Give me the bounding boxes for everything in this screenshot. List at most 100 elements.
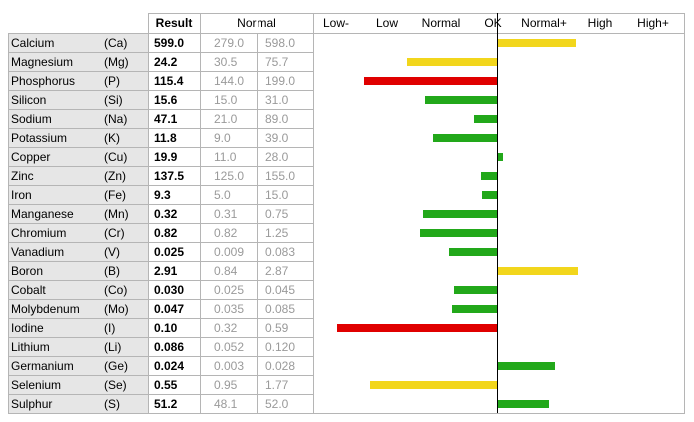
result-value: 24.2 [148, 52, 200, 71]
result-value: 0.025 [148, 242, 200, 261]
normal-range-header: Normal [200, 13, 313, 33]
scale-cell [313, 52, 685, 71]
table-row: Potassium (K) 11.8 9.0 39.0 [8, 128, 685, 147]
deviation-bar [480, 172, 497, 180]
normal-low-value: 0.052 [200, 337, 257, 356]
element-symbol: (V) [104, 242, 148, 261]
normal-high-value: 0.120 [257, 337, 313, 356]
normal-high-value: 31.0 [257, 90, 313, 109]
table-row: Germanium (Ge) 0.024 0.003 0.028 [8, 356, 685, 375]
result-value: 599.0 [148, 33, 200, 52]
header-normal-patch [257, 14, 258, 33]
deviation-bar [432, 134, 497, 142]
element-name: Manganese [8, 204, 104, 223]
element-name: Phosphorus [8, 71, 104, 90]
scale-cell [313, 185, 685, 204]
header-top-border [148, 13, 685, 14]
table-row: Calcium (Ca) 599.0 279.0 598.0 [8, 33, 685, 52]
normal-high-value: 2.87 [257, 261, 313, 280]
normal-low-value: 125.0 [200, 166, 257, 185]
result-value: 0.55 [148, 375, 200, 394]
element-symbol: (Co) [104, 280, 148, 299]
element-name: Boron [8, 261, 104, 280]
element-name: Sulphur [8, 394, 104, 413]
element-name: Magnesium [8, 52, 104, 71]
normal-low-value: 48.1 [200, 394, 257, 413]
normal-low-value: 0.82 [200, 223, 257, 242]
table-row: Boron (B) 2.91 0.84 2.87 [8, 261, 685, 280]
normal-high-value: 39.0 [257, 128, 313, 147]
normal-high-value: 155.0 [257, 166, 313, 185]
deviation-bar [407, 58, 497, 66]
deviation-bar [449, 248, 497, 256]
result-value: 0.32 [148, 204, 200, 223]
result-value: 0.10 [148, 318, 200, 337]
normal-high-value: 199.0 [257, 71, 313, 90]
normal-low-value: 0.035 [200, 299, 257, 318]
scale-label-2: Normal [421, 16, 461, 30]
column-divider [8, 33, 9, 413]
scale-cell [313, 166, 685, 185]
result-value: 9.3 [148, 185, 200, 204]
scale-cell [313, 223, 685, 242]
element-symbol: (Li) [104, 337, 148, 356]
normal-high-value: 0.085 [257, 299, 313, 318]
normal-low-value: 0.025 [200, 280, 257, 299]
normal-low-value: 0.84 [200, 261, 257, 280]
result-value: 15.6 [148, 90, 200, 109]
scale-label-5: High [587, 16, 613, 30]
normal-low-value: 11.0 [200, 147, 257, 166]
normal-low-value: 0.003 [200, 356, 257, 375]
deviation-bar [454, 286, 497, 294]
column-divider [148, 13, 149, 413]
element-symbol: (I) [104, 318, 148, 337]
element-symbol: (B) [104, 261, 148, 280]
element-symbol: (Ca) [104, 33, 148, 52]
normal-low-value: 0.31 [200, 204, 257, 223]
result-header: Result [155, 16, 193, 30]
element-name: Copper [8, 147, 104, 166]
scale-cell [313, 109, 685, 128]
table-row: Vanadium (V) 0.025 0.009 0.083 [8, 242, 685, 261]
result-value: 0.086 [148, 337, 200, 356]
element-symbol: (Zn) [104, 166, 148, 185]
scale-label-1: Low [375, 16, 398, 30]
normal-high-value: 1.25 [257, 223, 313, 242]
normal-high-value: 0.75 [257, 204, 313, 223]
scale-cell [313, 128, 685, 147]
scale-bottom-border [313, 413, 685, 414]
scale-cell [313, 33, 685, 52]
deviation-bar [498, 153, 503, 161]
scale-cell [313, 299, 685, 318]
deviation-bar [452, 305, 497, 313]
scale-cell [313, 204, 685, 223]
deviation-bar [422, 210, 497, 218]
deviation-bar [364, 77, 497, 85]
element-symbol: (Na) [104, 109, 148, 128]
element-name: Molybdenum [8, 299, 104, 318]
result-value: 19.9 [148, 147, 200, 166]
deviation-bar [482, 191, 497, 199]
normal-high-value: 0.028 [257, 356, 313, 375]
element-name: Zinc [8, 166, 104, 185]
column-divider [684, 13, 685, 413]
scale-label-0: Low- [322, 16, 349, 30]
scale-label-6: High+ [637, 16, 669, 30]
normal-high-value: 0.083 [257, 242, 313, 261]
table-row: Copper (Cu) 19.9 11.0 28.0 [8, 147, 685, 166]
normal-low-value: 15.0 [200, 90, 257, 109]
column-divider [313, 13, 314, 413]
table-bottom-border [8, 413, 313, 414]
deviation-bar [498, 39, 576, 47]
normal-high-value: 0.59 [257, 318, 313, 337]
normal-high-value: 52.0 [257, 394, 313, 413]
table-row: Iodine (I) 0.10 0.32 0.59 [8, 318, 685, 337]
element-symbol: (Mo) [104, 299, 148, 318]
normal-high-value: 28.0 [257, 147, 313, 166]
result-value: 0.047 [148, 299, 200, 318]
normal-high-value: 15.0 [257, 185, 313, 204]
scale-cell [313, 90, 685, 109]
normal-low-value: 144.0 [200, 71, 257, 90]
element-name: Iron [8, 185, 104, 204]
element-symbol: (Si) [104, 90, 148, 109]
